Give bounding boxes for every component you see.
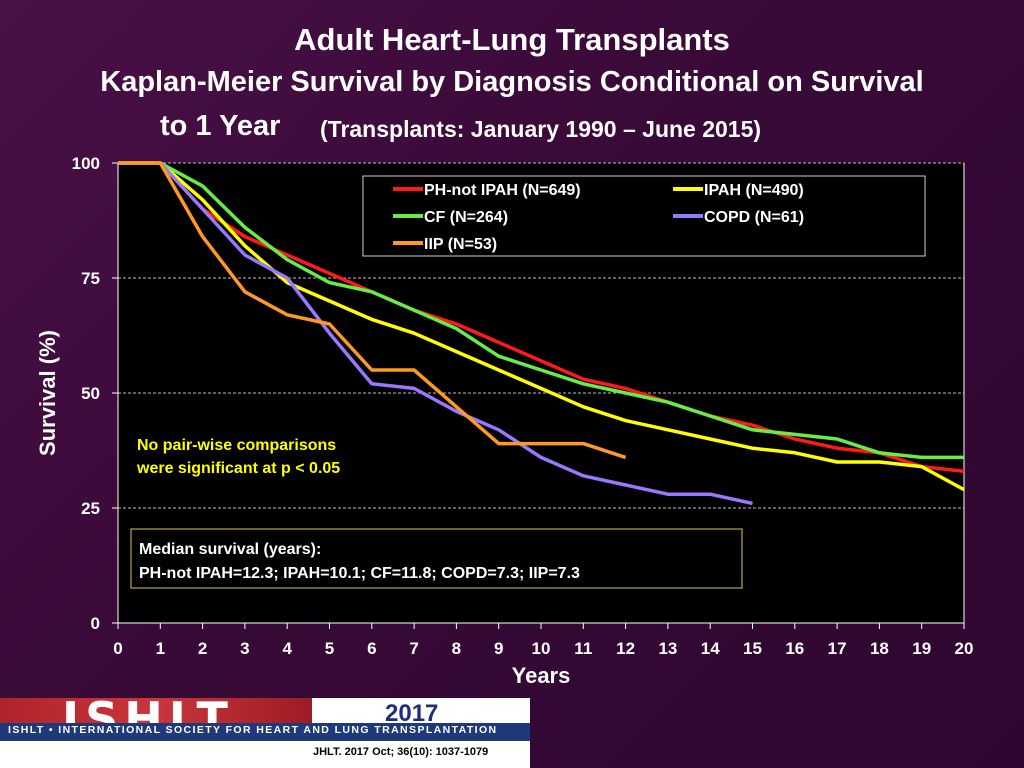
- median-box: [130, 528, 743, 589]
- x-tick-label: 19: [912, 639, 931, 658]
- x-tick-label: 15: [743, 639, 762, 658]
- legend-label: CF (N=264): [424, 209, 508, 226]
- chart-title-line3: to 1 Year: [160, 110, 281, 142]
- chart-subtitle: (Transplants: January 1990 – June 2015): [320, 116, 762, 142]
- x-tick-label: 13: [658, 639, 677, 658]
- series-line-1: [118, 161, 965, 492]
- org-name: ISHLT • INTERNATIONAL SOCIETY FOR HEART …: [8, 724, 498, 736]
- x-tick-label: 7: [409, 639, 418, 658]
- report-year: 2017: [385, 700, 439, 727]
- y-tick-label: 50: [81, 384, 100, 403]
- legend-label: IIP (N=53): [424, 236, 497, 253]
- chart-title-line2: Kaplan-Meier Survival by Diagnosis Condi…: [100, 66, 924, 98]
- org-bar: [0, 723, 530, 741]
- x-tick-label: 3: [240, 639, 249, 658]
- x-tick-label: 9: [494, 639, 503, 658]
- x-tick-label: 5: [325, 639, 334, 658]
- grid-lines: [118, 162, 964, 509]
- y-tick-label: 75: [81, 269, 100, 288]
- y-tick-label: 25: [81, 499, 100, 518]
- y-tick-label: 0: [91, 614, 100, 633]
- x-tick-label: 20: [955, 639, 974, 658]
- chart-title-line1: Adult Heart-Lung Transplants: [294, 22, 730, 57]
- series-line-3: [118, 161, 753, 506]
- significance-note-line1: No pair-wise comparisons: [137, 437, 336, 454]
- series-lines: [118, 161, 965, 506]
- x-tick-label: 0: [113, 639, 122, 658]
- legend: PH-not IPAH (N=649) IPAH (N=490) CF (N=264…: [393, 182, 804, 253]
- series-line-0: [118, 161, 965, 473]
- series-line-2: [118, 161, 964, 460]
- x-tick-label: 4: [282, 639, 292, 658]
- x-tick-label: 6: [367, 639, 376, 658]
- citation: JHLT. 2017 Oct; 36(10): 1037-1079: [313, 746, 489, 758]
- legend-label: COPD (N=61): [704, 209, 804, 226]
- x-tick-label: 12: [616, 639, 635, 658]
- x-axis-label: Years: [512, 663, 571, 688]
- legend-label: PH-not IPAH (N=649): [424, 182, 581, 199]
- footer-banner: ISHLT ISHLT • INTERNATIONAL SOCIETY FOR …: [0, 696, 530, 768]
- x-tick-label: 10: [532, 639, 551, 658]
- legend-label: IPAH (N=490): [704, 182, 804, 199]
- x-tick-label: 16: [785, 639, 804, 658]
- legend-box: [362, 175, 926, 257]
- y-tick-label: 100: [72, 154, 100, 173]
- median-values: PH-not IPAH=12.3; IPAH=10.1; CF=11.8; CO…: [139, 565, 580, 582]
- x-tick-label: 14: [701, 639, 720, 658]
- x-tick-label: 8: [452, 639, 461, 658]
- median-title: Median survival (years):: [139, 541, 321, 558]
- y-axis-label: Survival (%): [35, 330, 60, 456]
- x-tick-label: 1: [156, 639, 165, 658]
- x-tick-label: 18: [870, 639, 889, 658]
- series-line-4: [118, 161, 627, 460]
- x-tick-label: 11: [574, 639, 592, 658]
- x-tick-label: 2: [198, 639, 207, 658]
- x-tick-label: 17: [828, 639, 847, 658]
- significance-note-line2: were significant at p < 0.05: [136, 460, 340, 477]
